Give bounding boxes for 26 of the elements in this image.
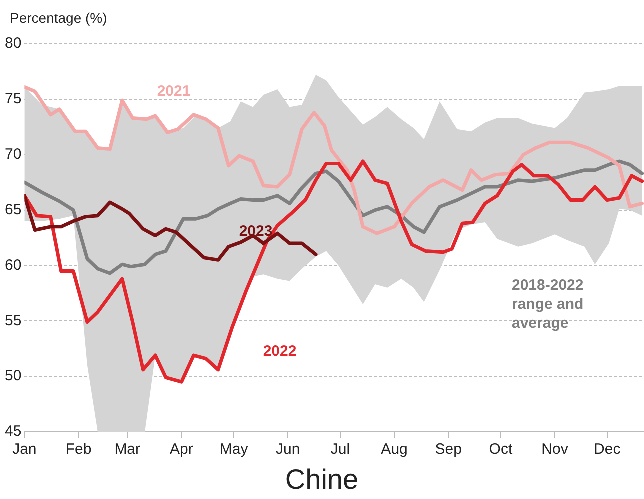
x-tick-label: Nov [542, 441, 569, 458]
text: 2022 [263, 343, 297, 360]
y-tick-label: 50 [4, 368, 22, 385]
x-tick-label: Feb [66, 441, 92, 458]
text: 2018-2022 range and average [512, 277, 584, 332]
y-tick-label: 45 [4, 423, 22, 440]
x-tick-label: Dec [594, 441, 622, 458]
x-tick-label: Jul [330, 441, 350, 458]
x-tick-label: Mar [114, 441, 141, 458]
x-tick-label: Jan [12, 441, 37, 458]
y-axis-title: Percentage (%) [10, 10, 108, 26]
x-tick-label: Oct [489, 441, 514, 458]
y-tick-label: 55 [4, 312, 22, 330]
y-tick-label: 65 [4, 201, 22, 218]
x-tick-label: Sep [435, 441, 462, 458]
y-tick-label: 70 [4, 146, 22, 163]
x-tick-label: Aug [381, 441, 408, 458]
y-tick-label: 75 [4, 90, 22, 108]
x-tick-label: Jun [276, 441, 300, 458]
text: Chine [284, 464, 360, 496]
x-tick-label: May [220, 441, 249, 458]
series-label: 2023 [239, 223, 273, 240]
y-tick-label: 60 [4, 256, 22, 274]
y-tick-label: 80 [4, 35, 22, 52]
x-tick-label: Apr [170, 441, 194, 458]
series-label: 2021 [157, 83, 191, 100]
